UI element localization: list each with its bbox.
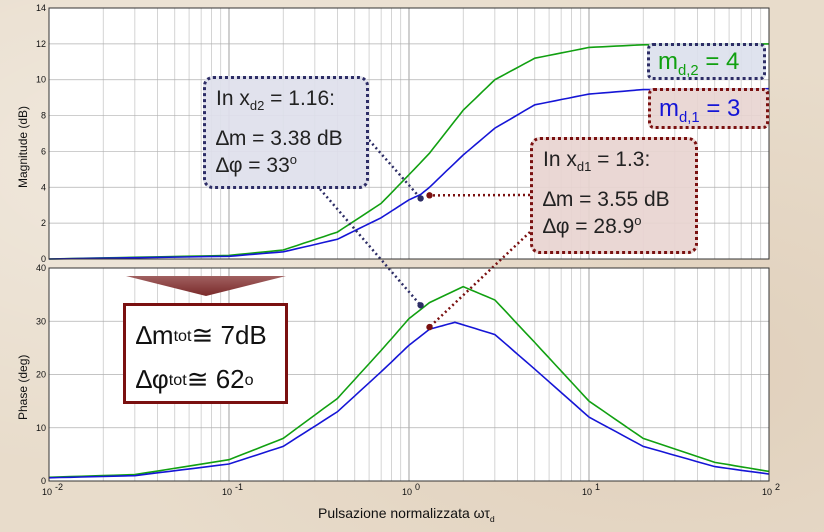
totals-dphi-sup: o xyxy=(244,370,254,389)
x-tick-label-base: 10 xyxy=(582,487,592,497)
phase-frame xyxy=(48,267,770,482)
x-tick-label-exponent: 0 xyxy=(415,482,420,492)
legend-green-prefix: m xyxy=(658,48,678,75)
totals-dphi-sub: tot xyxy=(168,370,187,389)
y-tick-label: 12 xyxy=(36,39,46,49)
series-line-blue xyxy=(48,87,770,260)
red-marker-magnitude xyxy=(426,192,433,199)
legend-green-suffix: = 4 xyxy=(698,48,740,75)
x-tick-label-exponent: 2 xyxy=(775,482,780,492)
red-callout-sub: d1 xyxy=(576,159,592,175)
totals-dm-sub: tot xyxy=(173,326,192,345)
blue-marker-phase xyxy=(417,302,424,309)
totals-dphi-mid: ≅ 62 xyxy=(186,364,245,395)
y-tick-label: 40 xyxy=(36,263,46,273)
annotation-connectors xyxy=(319,139,531,329)
red-marker-phase xyxy=(426,323,433,331)
red-callout: In xd1 = 1.3: ∆m = 3.55 dB ∆φ = 28.9o xyxy=(530,137,698,254)
x-tick-label-exponent: -1 xyxy=(235,482,243,492)
y-tick-label: 6 xyxy=(41,146,46,156)
blue-callout-dm: ∆m = 3.38 dB xyxy=(216,127,343,151)
legend-green-sub: d,2 xyxy=(678,62,699,79)
blue-callout: In xd2 = 1.16: ∆m = 3.38 dB ∆φ = 33o xyxy=(203,76,369,189)
y-tick-label: 14 xyxy=(36,3,46,13)
y-tick-label: 10 xyxy=(36,75,46,85)
series-line-green xyxy=(48,43,770,260)
totals-dm: ∆m tot ≅ 7dB xyxy=(136,314,275,358)
x-axis-label-text: Pulsazione normalizzata ωτ xyxy=(318,505,490,521)
legend-blue: md,1 = 3 xyxy=(648,88,769,129)
y-tick-label: 20 xyxy=(36,370,46,380)
blue-callout-sub: d2 xyxy=(249,98,265,114)
y-tick-label: 0 xyxy=(41,476,46,486)
blue-callout-line1: In xd2 = 1.16: xyxy=(216,85,356,115)
totals-dphi: ∆φ tot ≅ 62 o xyxy=(136,358,275,402)
red-callout-dphi-sup: o xyxy=(634,213,642,229)
blue-callout-dphi: ∆φ = 33o xyxy=(216,152,356,179)
x-tick-label-exponent: 1 xyxy=(595,482,600,492)
blue-marker-magnitude xyxy=(417,195,424,202)
x-tick-label-exponent: -2 xyxy=(55,482,63,492)
blue-callout-dphi-sup: o xyxy=(289,152,298,168)
red-callout-dphi-text: ∆φ = 28.9 xyxy=(543,215,635,239)
annotation-markers xyxy=(417,192,433,331)
totals-dm-prefix: ∆m xyxy=(136,320,174,351)
x-tick-label-base: 10 xyxy=(42,487,52,497)
totals-dm-suffix: ≅ 7dB xyxy=(191,320,267,351)
magnitude-axis-label: Magnitude (dB) xyxy=(16,105,30,188)
x-axis-label: Pulsazione normalizzata ωτd xyxy=(318,505,495,524)
phase-axis-label: Phase (deg) xyxy=(16,354,30,420)
red-callout-dphi: ∆φ = 28.9o xyxy=(543,213,685,240)
red-connector-phase xyxy=(428,231,531,329)
x-axis-label-sub: d xyxy=(489,513,495,524)
totals-dphi-prefix: ∆φ xyxy=(136,364,169,395)
blue-callout-prefix: In x xyxy=(216,87,250,110)
y-tick-label: 4 xyxy=(41,182,46,192)
x-tick-label-base: 10 xyxy=(222,487,232,497)
magnitude-frame xyxy=(48,7,770,260)
legend-green: md,2 = 4 xyxy=(647,43,766,80)
red-callout-dm: ∆m = 3.55 dB xyxy=(543,188,670,212)
magnitude-series xyxy=(48,43,770,260)
red-callout-line1: In xd1 = 1.3: xyxy=(543,146,685,176)
y-tick-label: 30 xyxy=(36,316,46,326)
blue-callout-dphi-text: ∆φ = 33 xyxy=(216,154,290,178)
red-callout-prefix: In x xyxy=(543,148,577,171)
totals-box: ∆m tot ≅ 7dB ∆φ tot ≅ 62 o xyxy=(123,303,288,404)
blue-connector-phase xyxy=(319,188,422,307)
legend-blue-sub: d,1 xyxy=(679,109,700,126)
y-tick-label: 10 xyxy=(36,423,46,433)
blue-callout-suffix: = 1.16: xyxy=(264,87,335,110)
legend-blue-suffix: = 3 xyxy=(699,95,741,122)
series-line-green xyxy=(48,285,770,479)
y-tick-label: 0 xyxy=(41,254,46,264)
y-tick-label: 2 xyxy=(41,218,46,228)
red-callout-suffix: = 1.3: xyxy=(591,148,651,171)
x-tick-label-base: 10 xyxy=(402,487,412,497)
y-tick-label: 8 xyxy=(41,111,46,121)
x-tick-label-base: 10 xyxy=(762,487,772,497)
legend-blue-prefix: m xyxy=(659,95,679,122)
